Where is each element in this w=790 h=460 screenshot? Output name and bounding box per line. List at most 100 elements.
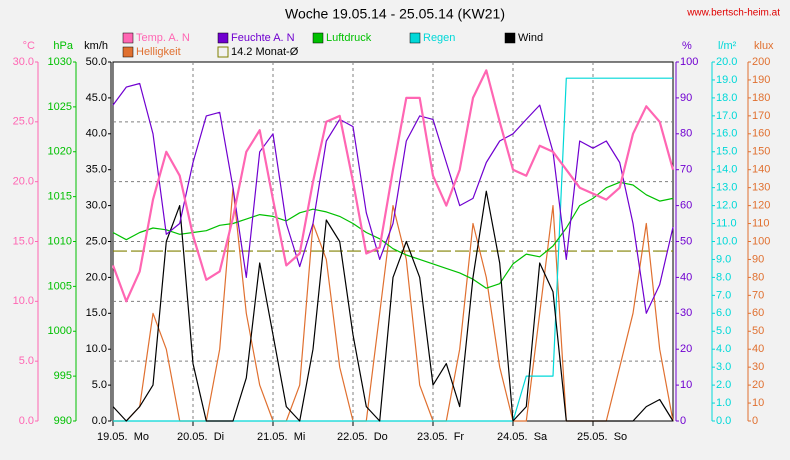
x-tick-label: 19.05. Mo (97, 431, 149, 443)
y-tick-label: 9.0 (716, 253, 731, 265)
y-tick-label: 10 (752, 397, 764, 409)
legend-swatch (122, 32, 134, 44)
y-tick-label: 19.0 (716, 74, 737, 86)
y-tick-label: 12.0 (716, 200, 737, 212)
y-tick-label: 0.0 (19, 415, 34, 427)
legend-label: Regen (423, 32, 455, 44)
y-tick-label: 120 (752, 200, 770, 212)
y-tick-label: 100 (680, 56, 698, 68)
source-link[interactable]: www.bertsch-heim.at (686, 8, 780, 19)
series-line (112, 181, 674, 289)
y-tick-label: 10.0 (86, 343, 107, 355)
y-tick-label: 15.0 (86, 307, 107, 319)
y-tick-label: 40.0 (86, 128, 107, 140)
legend-label: Wind (518, 32, 543, 44)
y-tick-label: 20.0 (716, 56, 737, 68)
y-tick-label: 1020 (48, 146, 72, 158)
x-tick-label: 25.05. So (577, 431, 627, 443)
x-tick-label: 20.05. Di (177, 431, 224, 443)
x-tick-label: 24.05. Sa (497, 431, 548, 443)
y-tick-label: 30.0 (13, 56, 34, 68)
y-tick-label: 20.0 (86, 271, 107, 283)
y-tick-label: 20.0 (13, 176, 34, 188)
y-tick-label: 7.0 (716, 289, 731, 301)
legend-label: Temp. A. N (136, 32, 190, 44)
y-tick-label: 30 (752, 361, 764, 373)
y-tick-label: 4.0 (716, 343, 731, 355)
y-tick-label: 0.0 (716, 415, 731, 427)
legend-swatch (217, 32, 229, 44)
axis-unit: °C (23, 40, 35, 52)
y-tick-label: 5.0 (716, 325, 731, 337)
y-tick-label: 150 (752, 146, 770, 158)
y-tick-label: 995 (54, 370, 72, 382)
y-tick-label: 11.0 (716, 217, 737, 229)
axis-unit: % (682, 40, 692, 52)
y-tick-label: 1005 (48, 280, 72, 292)
y-tick-label: 990 (54, 415, 72, 427)
y-tick-label: 1015 (48, 191, 72, 203)
y-tick-label: 50.0 (86, 56, 107, 68)
y-tick-label: 130 (752, 182, 770, 194)
axis-unit: hPa (53, 40, 73, 52)
y-tick-label: 90 (680, 92, 692, 104)
y-tick-label: 5.0 (92, 379, 107, 391)
y-tick-label: 18.0 (716, 92, 737, 104)
y-tick-label: 20 (680, 343, 692, 355)
y-tick-label: 110 (752, 217, 770, 229)
y-tick-label: 14.0 (716, 164, 737, 176)
y-tick-label: 8.0 (716, 271, 731, 283)
y-tick-label: 90 (752, 253, 764, 265)
y-tick-label: 17.0 (716, 110, 737, 122)
y-tick-label: 13.0 (716, 182, 737, 194)
plot-area (112, 61, 674, 422)
y-tick-label: 25.0 (86, 235, 107, 247)
y-tick-label: 80 (680, 128, 692, 140)
y-tick-label: 80 (752, 271, 764, 283)
x-tick-label: 22.05. Do (337, 431, 388, 443)
legend-swatch (312, 32, 324, 44)
y-tick-label: 1010 (48, 235, 72, 247)
y-tick-label: 45.0 (86, 92, 107, 104)
legend-swatch (217, 46, 229, 58)
y-tick-label: 50 (752, 325, 764, 337)
legend-swatch (504, 32, 516, 44)
y-tick-label: 6.0 (716, 307, 731, 319)
y-tick-label: 16.0 (716, 128, 737, 140)
y-tick-label: 40 (752, 343, 764, 355)
y-tick-label: 0.0 (92, 415, 107, 427)
x-tick-label: 23.05. Fr (417, 431, 464, 443)
y-tick-label: 0 (752, 415, 758, 427)
legend-swatch (122, 46, 134, 58)
legend-swatch (409, 32, 421, 44)
y-tick-label: 10 (680, 379, 692, 391)
y-tick-label: 60 (752, 307, 764, 319)
y-tick-label: 10.0 (716, 235, 737, 247)
y-tick-label: 30.0 (86, 200, 107, 212)
y-tick-label: 2.0 (716, 379, 731, 391)
y-tick-label: 50 (680, 235, 692, 247)
y-tick-label: 200 (752, 56, 770, 68)
y-tick-label: 0 (680, 415, 686, 427)
y-tick-label: 3.0 (716, 361, 731, 373)
y-tick-label: 190 (752, 74, 770, 86)
y-tick-label: 25.0 (13, 116, 34, 128)
series-line (111, 69, 675, 303)
y-tick-label: 160 (752, 128, 770, 140)
y-tick-label: 1030 (48, 56, 72, 68)
axis-unit: l/m² (718, 40, 737, 52)
y-tick-label: 140 (752, 164, 770, 176)
y-tick-label: 5.0 (19, 355, 34, 367)
y-tick-label: 40 (680, 271, 692, 283)
series-line (112, 190, 674, 422)
y-tick-label: 20 (752, 379, 764, 391)
legend-label: 14.2 Monat-Ø (231, 46, 299, 58)
x-tick-label: 21.05. Mi (257, 431, 305, 443)
y-tick-label: 1.0 (716, 397, 731, 409)
y-tick-label: 15.0 (13, 235, 34, 247)
y-tick-label: 180 (752, 92, 770, 104)
y-tick-label: 15.0 (716, 146, 737, 158)
y-tick-label: 35.0 (86, 164, 107, 176)
y-tick-label: 170 (752, 110, 770, 122)
